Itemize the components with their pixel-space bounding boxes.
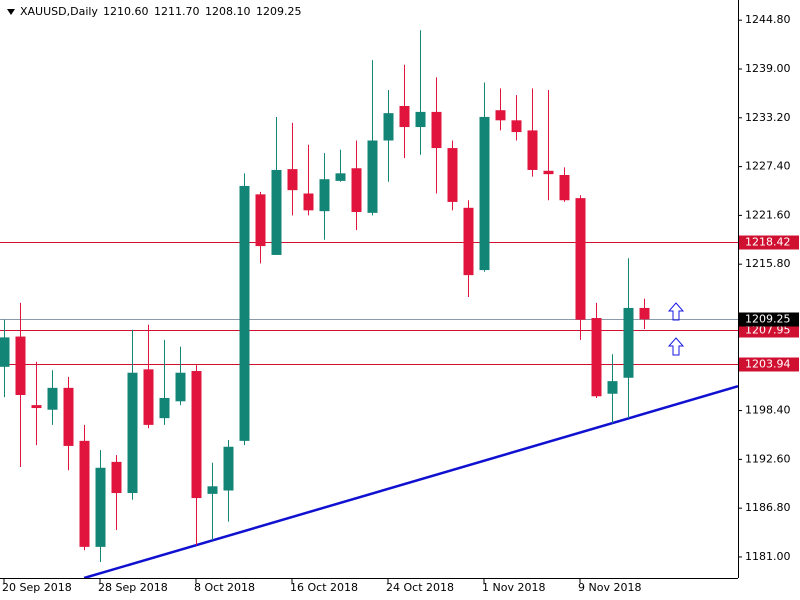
candle-body — [543, 170, 554, 175]
candle-body — [559, 174, 570, 201]
candle-body — [255, 194, 266, 247]
candle-body — [175, 372, 186, 402]
y-tick-label: 1215.80 — [745, 257, 791, 270]
candle-body — [367, 140, 378, 213]
chart-title: XAUUSD,Daily — [20, 5, 98, 18]
candle-body — [15, 336, 26, 396]
y-tick-label: 1227.40 — [745, 160, 791, 173]
level-label: 1218.42 — [745, 236, 791, 249]
bid-label-box — [739, 312, 799, 327]
buy-arrow — [667, 302, 685, 321]
header-value: 1211.70 — [154, 5, 200, 18]
trendline — [83, 385, 738, 578]
candle-body — [527, 130, 538, 170]
x-tick-label: 16 Oct 2018 — [290, 581, 358, 594]
level-label: 1207.95 — [745, 324, 791, 337]
candle-body — [623, 307, 634, 378]
y-tick-label: 1244.80 — [745, 13, 791, 26]
header-value: 1210.60 — [103, 5, 149, 18]
candle-body — [639, 307, 650, 320]
candle-body — [575, 198, 586, 320]
candle-body — [287, 169, 298, 191]
candle-body — [95, 467, 106, 547]
candle-body — [31, 405, 42, 409]
y-tick-label: 1198.40 — [745, 404, 791, 417]
candle-body — [63, 387, 74, 446]
bid-label: 1209.25 — [745, 313, 791, 326]
candle-body — [239, 185, 250, 441]
x-tick-label: 1 Nov 2018 — [482, 581, 545, 594]
plot-area — [0, 30, 738, 578]
y-tick-label: 1186.80 — [745, 501, 791, 514]
header-values: 1210.60 1211.70 1208.10 1209.25 — [103, 5, 302, 18]
candle-body — [0, 337, 10, 367]
x-tick-label: 9 Nov 2018 — [578, 581, 641, 594]
candle-body — [159, 397, 170, 419]
menu-triangle[interactable] — [7, 9, 15, 15]
candle-body — [447, 148, 458, 202]
candle-body — [431, 111, 442, 149]
candle-body — [399, 106, 410, 128]
buy-arrow — [667, 337, 685, 356]
candle-body — [319, 179, 330, 212]
level-label-box — [739, 235, 799, 250]
candle-body — [47, 387, 58, 410]
level-label-box — [739, 323, 799, 338]
candle-body — [511, 120, 522, 133]
x-tick-label: 24 Oct 2018 — [386, 581, 454, 594]
candle-body — [463, 207, 474, 276]
candle-body — [591, 318, 602, 397]
y-tick-label: 1221.60 — [745, 208, 791, 221]
candle-body — [223, 446, 234, 491]
candle-body — [415, 111, 426, 128]
candle-body — [607, 381, 618, 394]
y-tick-label: 1239.00 — [745, 62, 791, 75]
x-tick-label: 8 Oct 2018 — [194, 581, 255, 594]
candle-body — [271, 169, 282, 255]
candle-body — [351, 168, 362, 213]
candle-body — [127, 372, 138, 494]
candle-body — [383, 113, 394, 141]
x-tick-label: 28 Sep 2018 — [98, 581, 168, 594]
candle-body — [79, 440, 90, 547]
axes: 1244.80 1239.00 1233.20 1227.40 1221.60 1215.… — [2, 13, 799, 594]
candle-body — [479, 116, 490, 271]
candle-body — [143, 369, 154, 425]
header-value: 1209.25 — [256, 5, 302, 18]
y-tick-label: 1233.20 — [745, 111, 791, 124]
x-tick-label: 20 Sep 2018 — [2, 581, 72, 594]
candle-body — [303, 193, 314, 211]
level-label-box — [739, 357, 799, 372]
candle-body — [111, 461, 122, 494]
candle-body — [191, 371, 202, 499]
header-value: 1208.10 — [205, 5, 251, 18]
level-label: 1203.94 — [745, 358, 791, 371]
candle-body — [495, 110, 506, 121]
y-tick-label: 1192.60 — [745, 452, 791, 465]
candle-body — [335, 173, 346, 181]
y-tick-label: 1181.00 — [745, 550, 791, 563]
candle-body — [207, 486, 218, 494]
